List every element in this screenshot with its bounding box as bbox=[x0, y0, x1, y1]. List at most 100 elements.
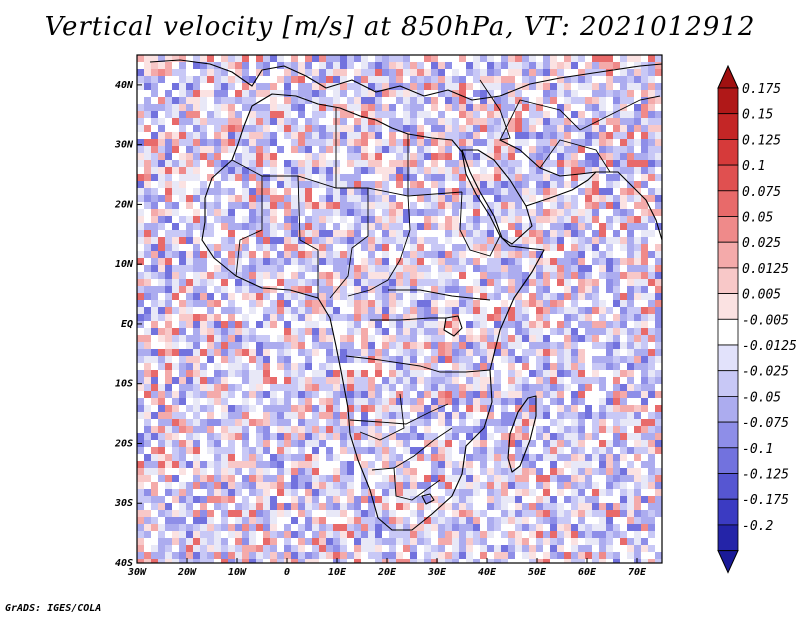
field-cell bbox=[592, 307, 599, 314]
field-cell bbox=[641, 531, 648, 538]
field-cell bbox=[389, 62, 396, 69]
field-cell bbox=[354, 461, 361, 468]
field-cell bbox=[389, 300, 396, 307]
field-cell bbox=[158, 125, 165, 132]
field-cell bbox=[291, 349, 298, 356]
field-cell bbox=[641, 125, 648, 132]
field-cell bbox=[494, 153, 501, 160]
field-cell bbox=[137, 356, 144, 363]
field-cell bbox=[466, 398, 473, 405]
field-cell bbox=[592, 293, 599, 300]
field-cell bbox=[354, 321, 361, 328]
field-cell bbox=[375, 195, 382, 202]
field-cell bbox=[158, 314, 165, 321]
field-cell bbox=[333, 230, 340, 237]
field-cell bbox=[361, 552, 368, 559]
field-cell bbox=[347, 503, 354, 510]
field-cell bbox=[655, 342, 662, 349]
lon-tick-label: 20E bbox=[377, 567, 397, 578]
field-cell bbox=[144, 209, 151, 216]
field-cell bbox=[508, 251, 515, 258]
field-cell bbox=[480, 160, 487, 167]
field-cell bbox=[438, 321, 445, 328]
field-cell bbox=[214, 153, 221, 160]
field-cell bbox=[613, 538, 620, 545]
field-cell bbox=[508, 419, 515, 426]
field-cell bbox=[445, 111, 452, 118]
field-cell bbox=[389, 97, 396, 104]
field-cell bbox=[263, 384, 270, 391]
field-cell bbox=[592, 517, 599, 524]
field-cell bbox=[494, 517, 501, 524]
field-cell bbox=[627, 363, 634, 370]
field-cell bbox=[375, 482, 382, 489]
field-cell bbox=[571, 118, 578, 125]
field-cell bbox=[137, 426, 144, 433]
field-cell bbox=[165, 559, 172, 563]
field-cell bbox=[592, 314, 599, 321]
field-cell bbox=[641, 286, 648, 293]
field-cell bbox=[606, 160, 613, 167]
field-cell bbox=[375, 209, 382, 216]
field-cell bbox=[473, 237, 480, 244]
field-cell bbox=[235, 83, 242, 90]
field-cell bbox=[550, 90, 557, 97]
field-cell bbox=[347, 244, 354, 251]
field-cell bbox=[648, 83, 655, 90]
field-cell bbox=[179, 62, 186, 69]
field-cell bbox=[403, 328, 410, 335]
field-cell bbox=[487, 314, 494, 321]
field-cell bbox=[235, 202, 242, 209]
field-cell bbox=[354, 153, 361, 160]
field-cell bbox=[193, 111, 200, 118]
field-cell bbox=[571, 76, 578, 83]
field-cell bbox=[270, 139, 277, 146]
field-cell bbox=[193, 335, 200, 342]
field-cell bbox=[200, 272, 207, 279]
field-cell bbox=[494, 111, 501, 118]
field-cell bbox=[536, 496, 543, 503]
field-cell bbox=[319, 419, 326, 426]
field-cell bbox=[382, 125, 389, 132]
field-cell bbox=[137, 552, 144, 559]
field-cell bbox=[298, 475, 305, 482]
field-cell bbox=[459, 503, 466, 510]
field-cell bbox=[200, 146, 207, 153]
field-cell bbox=[571, 314, 578, 321]
field-cell bbox=[256, 223, 263, 230]
field-cell bbox=[137, 146, 144, 153]
field-cell bbox=[480, 391, 487, 398]
field-cell bbox=[333, 76, 340, 83]
field-cell bbox=[592, 426, 599, 433]
colorbar-swatch bbox=[717, 267, 739, 294]
field-cell bbox=[585, 335, 592, 342]
field-cell bbox=[508, 195, 515, 202]
field-cell bbox=[228, 209, 235, 216]
colorbar-swatch bbox=[717, 370, 739, 397]
field-cell bbox=[172, 167, 179, 174]
field-cell bbox=[312, 202, 319, 209]
field-cell bbox=[494, 76, 501, 83]
field-cell bbox=[389, 209, 396, 216]
field-cell bbox=[256, 195, 263, 202]
field-cell bbox=[550, 349, 557, 356]
field-cell bbox=[305, 62, 312, 69]
field-cell bbox=[424, 405, 431, 412]
field-cell bbox=[452, 62, 459, 69]
field-cell bbox=[508, 167, 515, 174]
field-cell bbox=[536, 468, 543, 475]
field-cell bbox=[193, 552, 200, 559]
field-cell bbox=[431, 377, 438, 384]
field-cell bbox=[620, 398, 627, 405]
field-cell bbox=[305, 258, 312, 265]
field-cell bbox=[627, 223, 634, 230]
field-cell bbox=[655, 363, 662, 370]
field-cell bbox=[137, 517, 144, 524]
field-cell bbox=[193, 342, 200, 349]
field-cell bbox=[543, 125, 550, 132]
field-cell bbox=[284, 125, 291, 132]
field-cell bbox=[305, 307, 312, 314]
field-cell bbox=[382, 293, 389, 300]
field-cell bbox=[270, 370, 277, 377]
field-cell bbox=[403, 90, 410, 97]
